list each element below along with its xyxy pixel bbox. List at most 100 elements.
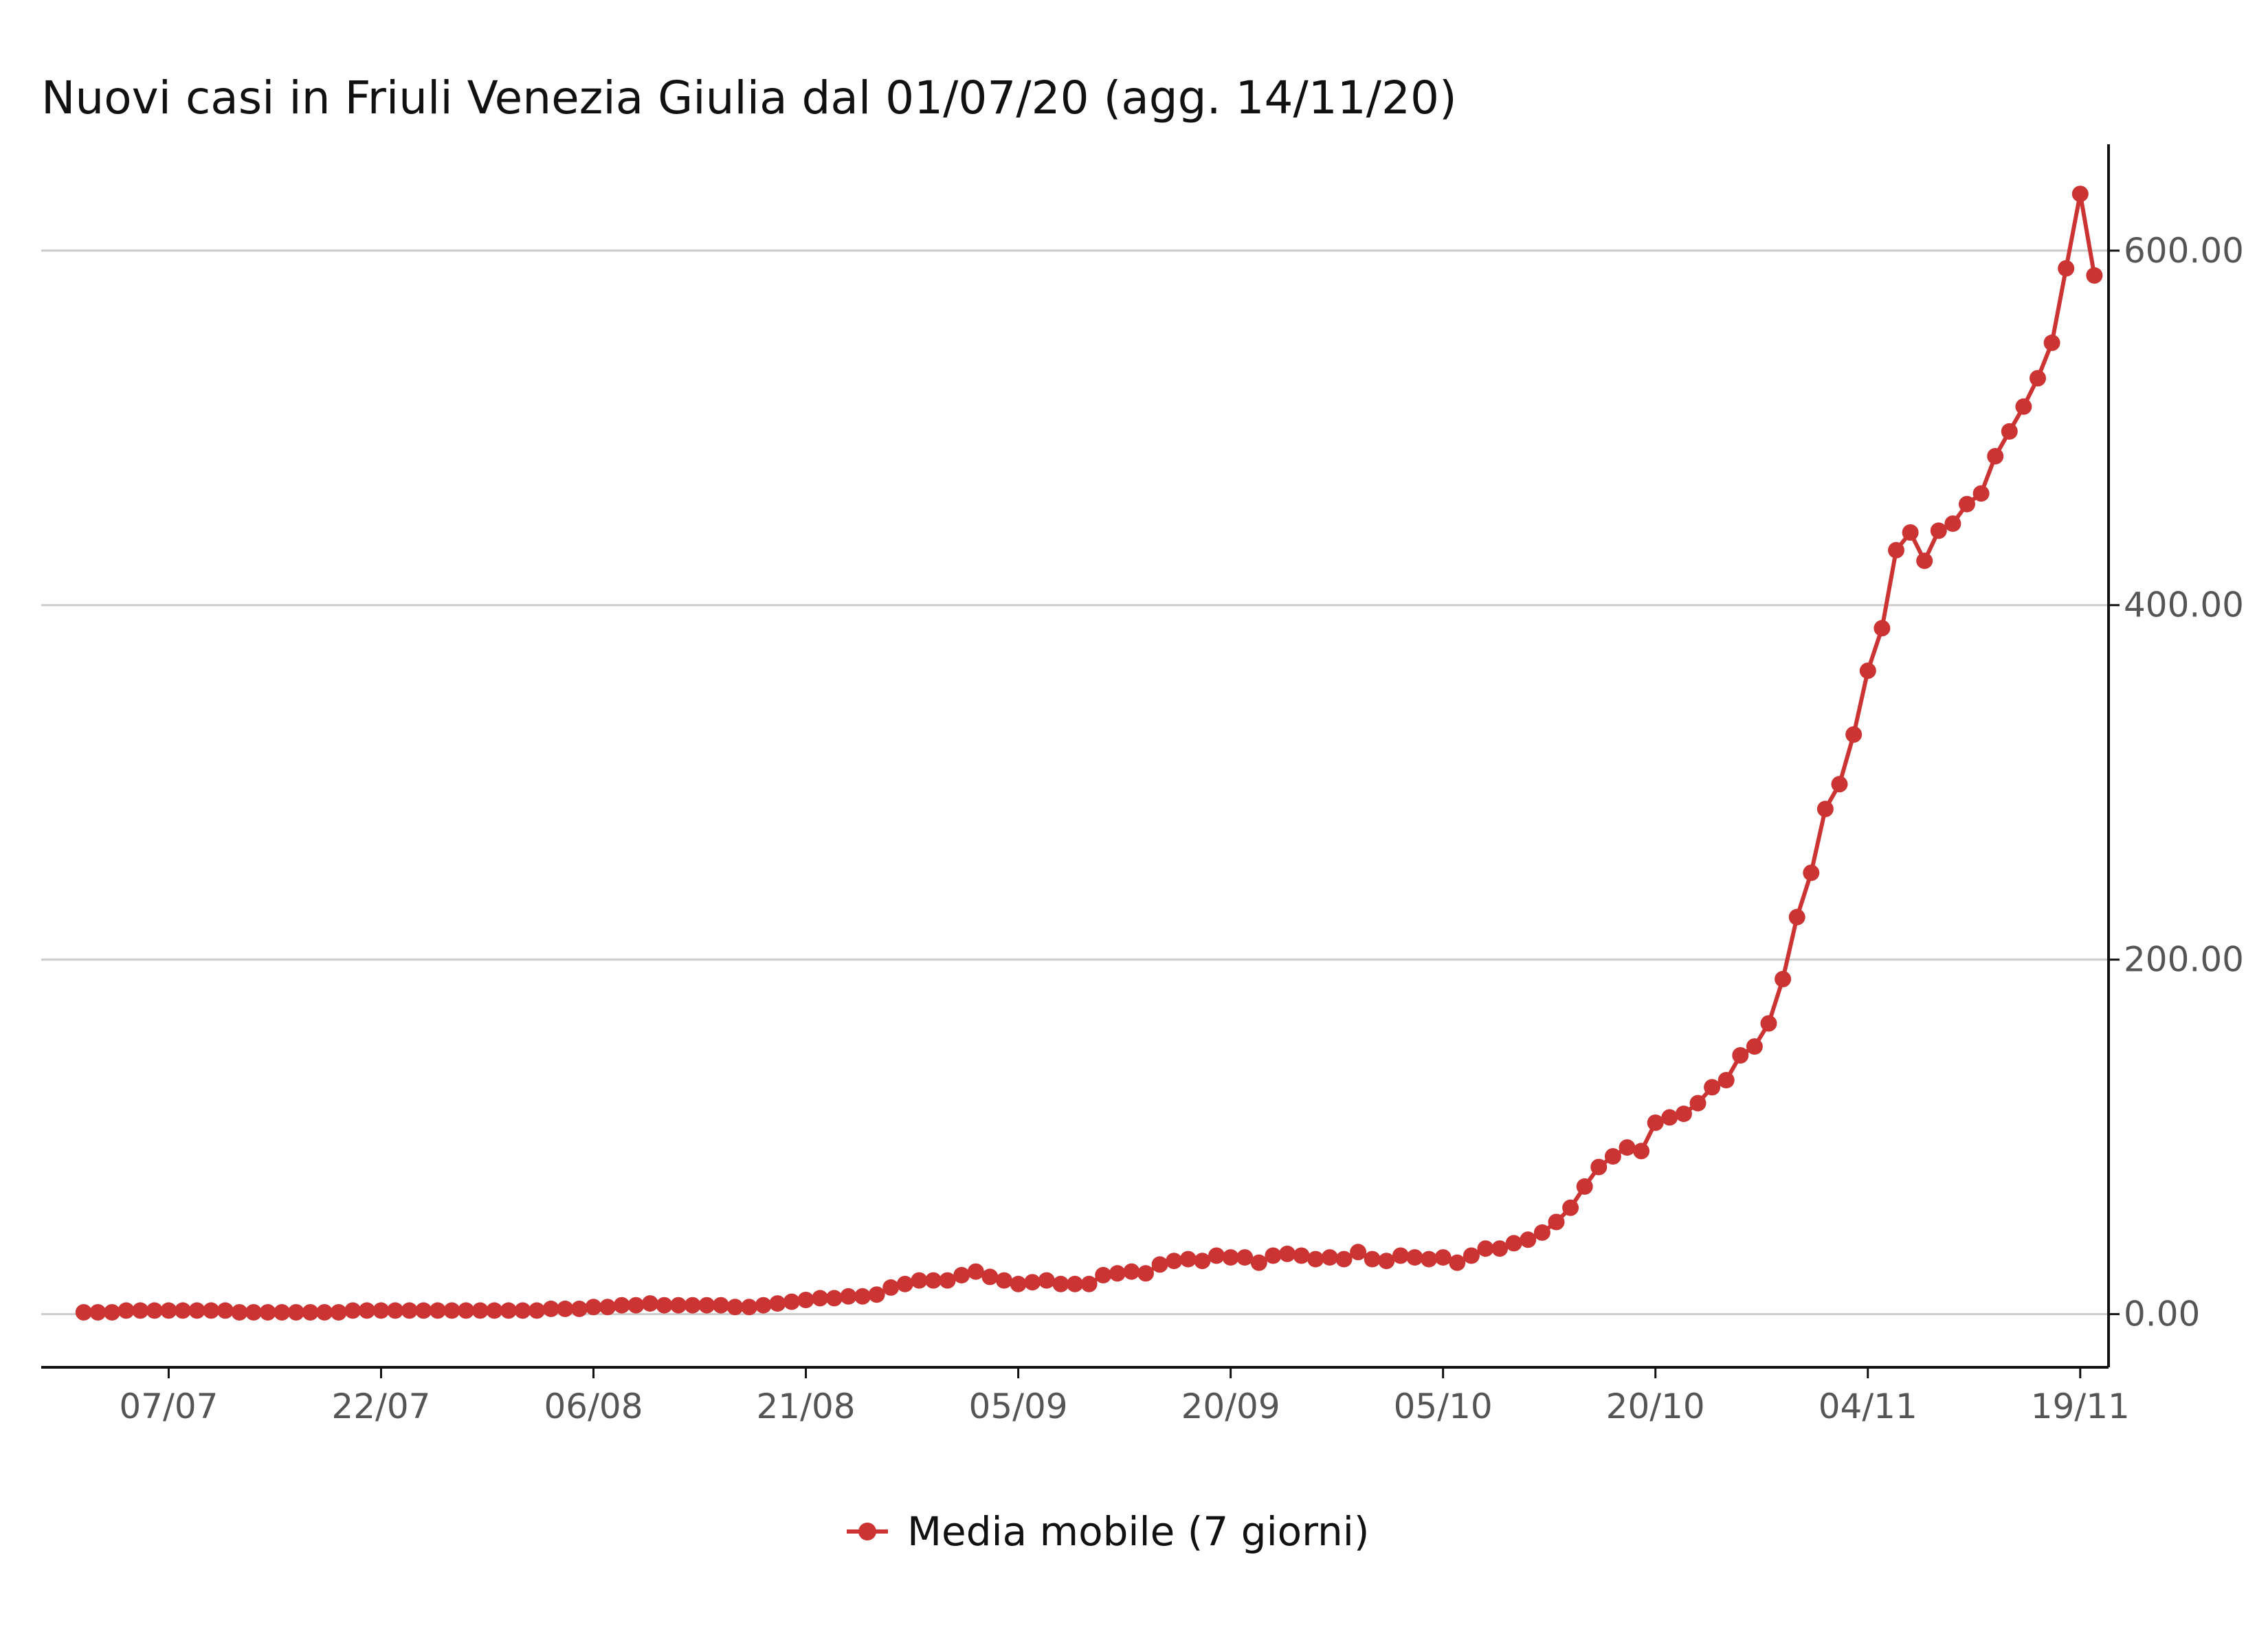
data-point [1307, 1250, 1324, 1268]
data-point [570, 1300, 588, 1317]
data-point [1491, 1240, 1509, 1257]
data-point [529, 1302, 546, 1319]
data-point [1874, 620, 1891, 637]
data-point [89, 1304, 107, 1321]
x-tick-label: 21/08 [757, 1387, 856, 1426]
data-point [401, 1302, 418, 1319]
data-point [1775, 971, 1792, 987]
data-point [1760, 1015, 1777, 1032]
data-point [302, 1304, 319, 1321]
data-point [118, 1302, 135, 1319]
data-point [825, 1290, 843, 1307]
data-point [557, 1300, 574, 1317]
data-point [1477, 1240, 1494, 1257]
data-point [1661, 1109, 1678, 1126]
data-point [769, 1295, 786, 1312]
data-point [1888, 541, 1904, 559]
data-point [216, 1302, 234, 1319]
data-point [1279, 1245, 1296, 1262]
data-point [698, 1297, 715, 1314]
data-point [1067, 1275, 1083, 1292]
data-point [939, 1272, 956, 1289]
data-point [1916, 552, 1933, 570]
data-point [1533, 1224, 1550, 1241]
data-point [1746, 1038, 1763, 1055]
data-point [1562, 1199, 1579, 1216]
data-point [2058, 260, 2075, 277]
data-point [104, 1304, 120, 1321]
grid-lines [41, 249, 2109, 1316]
data-point [755, 1297, 772, 1314]
data-point [132, 1302, 149, 1319]
data-point [287, 1304, 304, 1321]
data-point [1619, 1139, 1636, 1156]
data-point [1647, 1114, 1664, 1131]
data-point [1633, 1143, 1650, 1160]
legend-swatch [847, 1523, 888, 1540]
data-point [1449, 1254, 1466, 1271]
data-point [415, 1302, 432, 1319]
data-point [358, 1302, 375, 1319]
data-point [1321, 1249, 1338, 1266]
data-point [1166, 1253, 1183, 1270]
x-tick-label: 06/08 [544, 1387, 643, 1426]
data-point [911, 1272, 928, 1289]
data-point [1038, 1272, 1055, 1289]
data-point [1972, 485, 1990, 502]
data-point [585, 1299, 602, 1316]
data-point [1845, 726, 1863, 743]
data-point [188, 1302, 205, 1319]
data-point [231, 1304, 248, 1321]
data-point [1194, 1253, 1211, 1270]
data-point [1421, 1250, 1438, 1268]
y-tick-label: 0.00 [2124, 1294, 2200, 1334]
data-point [1208, 1247, 1225, 1264]
data-point [684, 1297, 701, 1314]
data-point [2015, 398, 2032, 415]
data-point [514, 1302, 531, 1319]
data-point [1024, 1274, 1041, 1291]
x-tick-label: 07/07 [119, 1387, 218, 1426]
data-point [981, 1268, 999, 1286]
data-point [1788, 908, 1805, 926]
data-point [1576, 1178, 1593, 1195]
data-point [1350, 1244, 1367, 1261]
chart-title: Nuovi casi in Friuli Venezia Giulia dal … [41, 71, 1457, 124]
data-point [387, 1302, 404, 1319]
x-tick-label: 19/11 [2031, 1387, 2130, 1426]
x-tick-label: 05/10 [1394, 1387, 1493, 1426]
data-point [259, 1304, 276, 1321]
data-point [1816, 800, 1834, 818]
data-point [1293, 1247, 1310, 1264]
data-point [797, 1292, 814, 1308]
data-point [1520, 1231, 1537, 1248]
data-point [868, 1286, 885, 1303]
data-point [542, 1300, 559, 1317]
data-point [1095, 1266, 1112, 1283]
data-point [1944, 515, 1961, 532]
data-point [840, 1288, 857, 1305]
data-point [429, 1302, 446, 1319]
data-point [1250, 1254, 1267, 1271]
data-point [2030, 370, 2046, 387]
data-point [1463, 1247, 1480, 1264]
data-point [203, 1302, 220, 1319]
data-point [1689, 1095, 1706, 1112]
data-point [613, 1297, 630, 1314]
data-point [783, 1293, 800, 1310]
x-tick-label: 04/11 [1819, 1387, 1917, 1426]
x-tick-label: 05/09 [969, 1387, 1068, 1426]
data-point [274, 1304, 291, 1321]
y-tick-label: 200.00 [2124, 940, 2244, 980]
data-point [1123, 1263, 1140, 1280]
data-point [726, 1299, 744, 1316]
data-point [2043, 334, 2060, 351]
data-point [75, 1304, 92, 1321]
data-point [500, 1302, 517, 1319]
data-point [2071, 186, 2089, 203]
x-tick-label: 20/09 [1181, 1387, 1280, 1426]
data-point [2086, 267, 2103, 284]
data-point [175, 1302, 191, 1319]
data-point [146, 1302, 163, 1319]
